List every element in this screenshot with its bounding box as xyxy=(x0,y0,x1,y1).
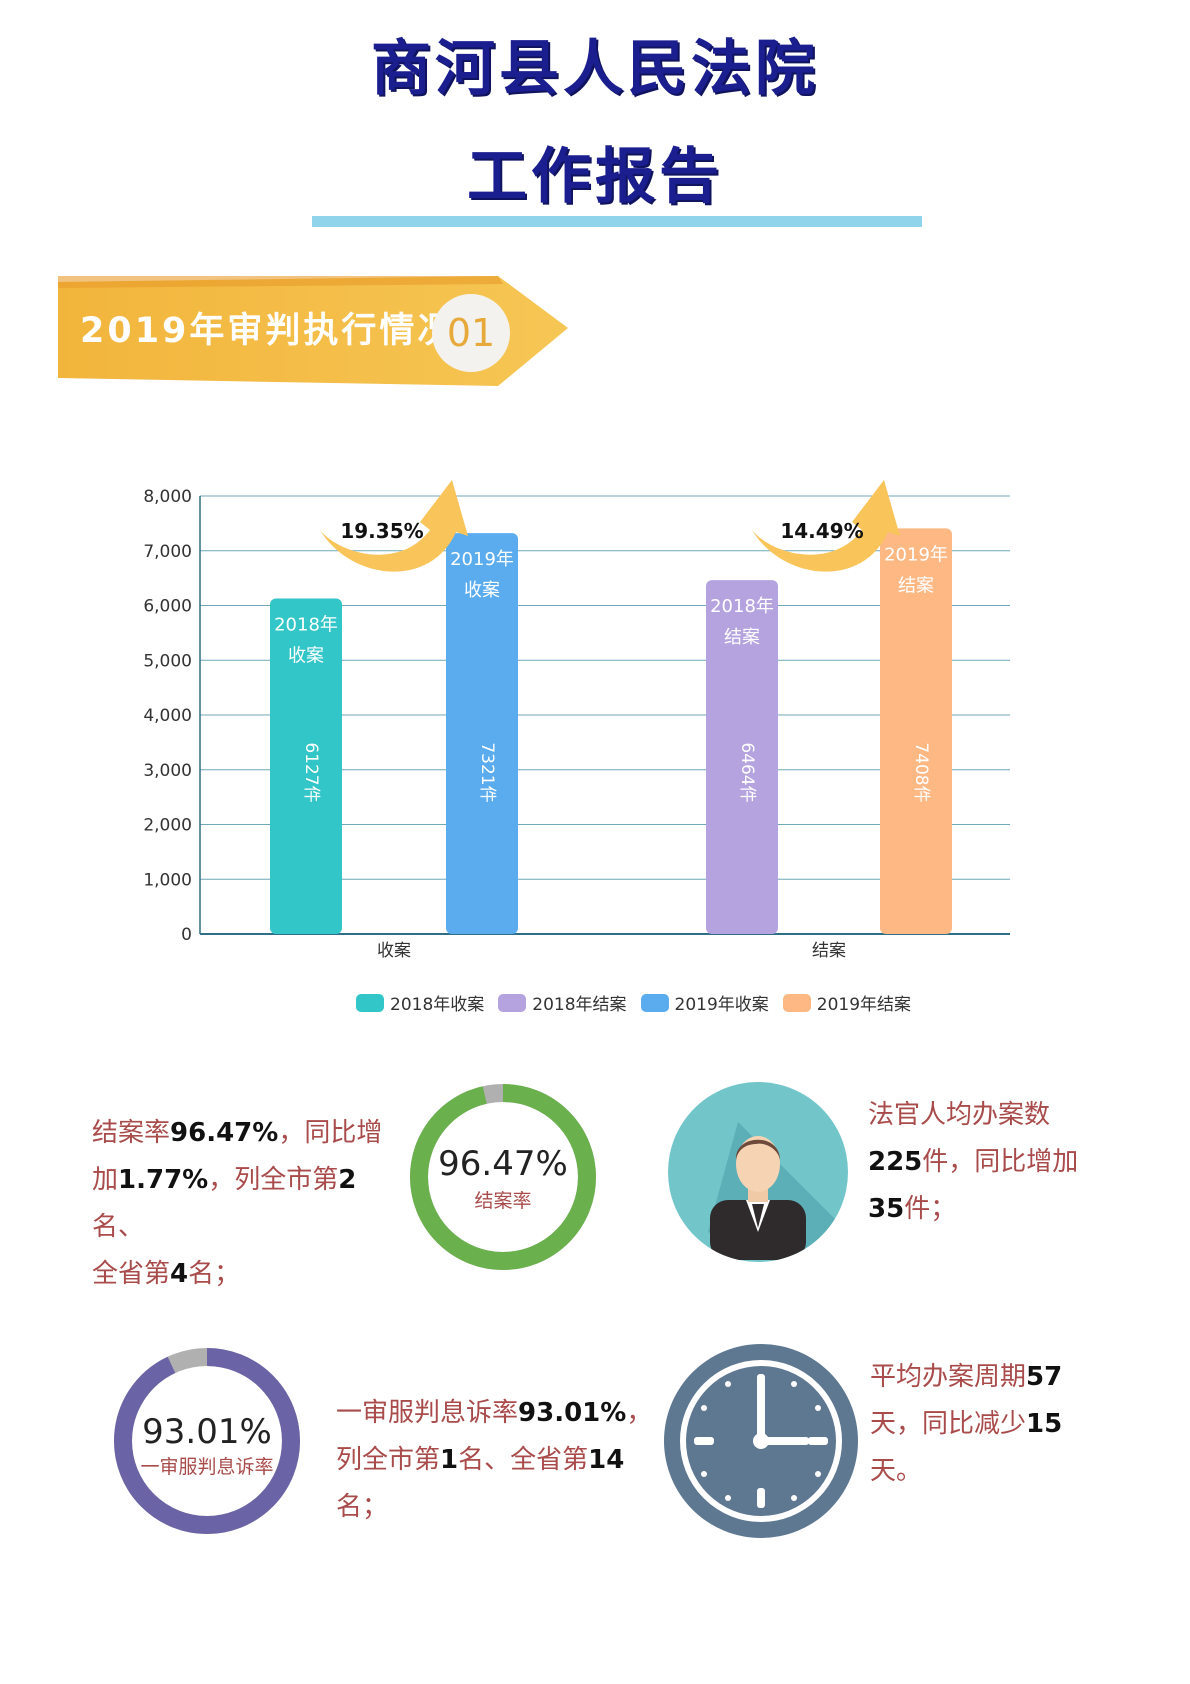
closing-rate-value: 96.47% xyxy=(438,1144,568,1184)
bar xyxy=(706,580,778,934)
x-tick-label: 收案 xyxy=(377,941,411,961)
bar xyxy=(880,528,952,934)
x-tick-label: 结案 xyxy=(812,941,846,961)
legend-item: 2019年结案 xyxy=(782,990,912,1015)
y-tick-label: 8,000 xyxy=(143,487,192,507)
legend-label: 2018年收案 xyxy=(390,995,485,1015)
y-tick-label: 4,000 xyxy=(143,706,192,726)
title-divider xyxy=(312,216,922,227)
y-tick-label: 5,000 xyxy=(143,651,192,671)
person-avatar-icon xyxy=(668,1082,848,1262)
y-tick-label: 6,000 xyxy=(143,597,192,617)
growth-arrow-icon xyxy=(752,480,900,572)
bar-value-label: 6464件 xyxy=(737,742,757,802)
bar-value-label: 6127件 xyxy=(301,742,321,802)
legend-swatch xyxy=(640,993,669,1012)
bar-top-label: 结案 xyxy=(724,627,760,648)
page-title-line2: 工作报告 xyxy=(467,142,723,212)
legend-item: 2018年收案 xyxy=(356,990,484,1015)
legend-swatch xyxy=(498,993,527,1012)
growth-arrow-icon xyxy=(320,480,468,572)
bar-top-label: 收案 xyxy=(464,580,500,601)
appeal-rate-value: 93.01% xyxy=(142,1412,272,1452)
bar-top-label: 结案 xyxy=(898,575,934,596)
legend-label: 2018年结案 xyxy=(532,995,627,1015)
growth-label: 19.35% xyxy=(340,519,423,543)
closing-rate-donut: 96.47% 结案率 xyxy=(408,1082,598,1272)
bar-top-label: 2018年 xyxy=(274,615,338,636)
bar-value-label: 7321件 xyxy=(477,742,497,802)
appeal-rate-label: 一审服判息诉率 xyxy=(140,1456,274,1478)
chart-legend: 2018年收案 2018年结案 2019年收案 2019年结案 xyxy=(356,990,911,1015)
appeal-rate-arc xyxy=(114,1348,300,1534)
legend-swatch xyxy=(356,993,384,1012)
bar-top-label: 2019年 xyxy=(450,549,514,570)
appeal-rate-donut: 93.01% 一审服判息诉率 xyxy=(112,1346,302,1536)
legend-item: 2019年收案 xyxy=(640,990,769,1015)
y-tick-label: 3,000 xyxy=(143,761,192,781)
y-tick-label: 0 xyxy=(181,925,192,945)
bar xyxy=(446,533,518,934)
bar-top-label: 2018年 xyxy=(710,596,774,617)
legend-item: 2018年结案 xyxy=(498,990,627,1015)
page-title-line1: 商河县人民法院 xyxy=(371,34,819,104)
legend-swatch xyxy=(782,993,811,1012)
clock-icon xyxy=(664,1344,858,1538)
bar-top-label: 2019年 xyxy=(884,544,948,565)
closing-rate-label: 结案率 xyxy=(474,1190,532,1212)
closing-rate-text: 结案率96.47%，同比增 加1.77%，列全市第2名、 全省第4名； xyxy=(92,1118,383,1289)
bar-value-label: 7408件 xyxy=(911,742,931,802)
y-tick-label: 2,000 xyxy=(143,816,192,836)
y-tick-label: 1,000 xyxy=(143,870,192,890)
judge-cases-text: 法官人均办案数 225件，同比增加 35件； xyxy=(868,1100,1079,1224)
legend-label: 2019年结案 xyxy=(816,995,912,1015)
bar xyxy=(270,598,342,934)
cycle-text: 平均办案周期57 天，同比减少15 天。 xyxy=(870,1362,1063,1486)
bar-chart: 0 1,000 2,000 3,000 4,000 5,000 6,000 7,000 8,00… xyxy=(143,480,1010,961)
section-title: 2019年审判执行情况 xyxy=(80,311,456,351)
bar-top-label: 收案 xyxy=(288,646,324,667)
appeal-rate-text: 一审服判息诉率93.01%， 列全市第1名、全省第14 名； xyxy=(336,1398,653,1522)
section-number-badge: 01 xyxy=(432,294,510,372)
y-tick-label: 7,000 xyxy=(143,542,192,562)
closing-rate-arc xyxy=(410,1084,596,1270)
growth-label: 14.49% xyxy=(780,519,863,543)
legend-label: 2019年收案 xyxy=(674,995,769,1015)
